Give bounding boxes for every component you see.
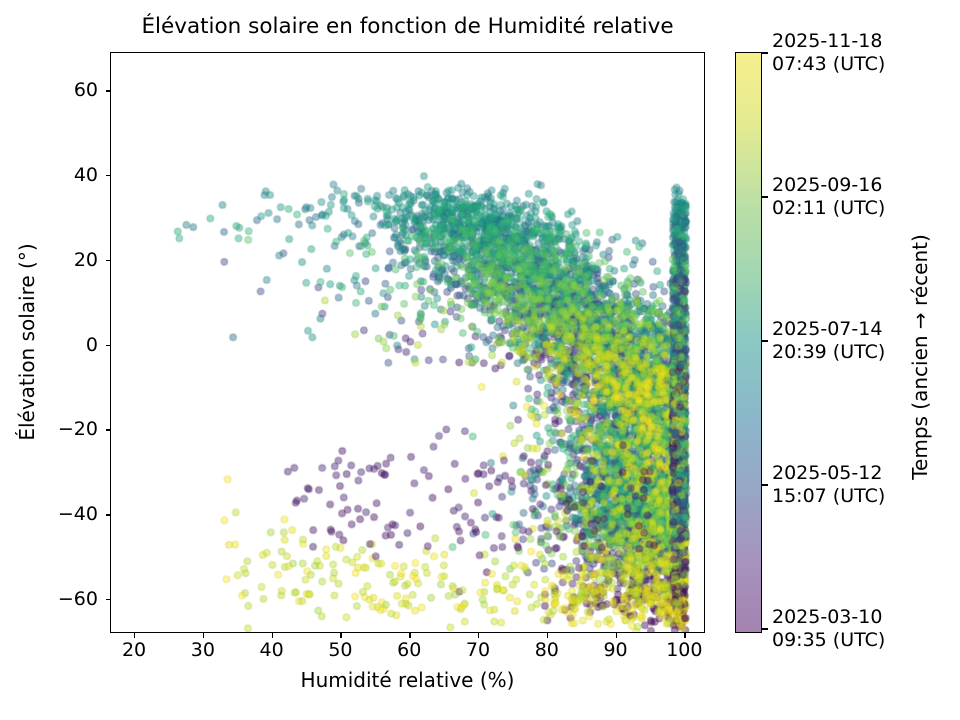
y-tick-label: 0 [85,333,98,356]
y-tick-mark [105,599,110,601]
y-tick-label: −60 [57,588,98,611]
x-tick-mark [271,633,274,638]
x-tick-mark [202,633,205,638]
colorbar-tick-mark [762,52,768,54]
x-tick-mark [409,633,411,638]
colorbar-tick-label: 2025-09-16 02:11 (UTC) [772,174,886,220]
colorbar-tick-label: 2025-03-10 09:35 (UTC) [772,606,886,652]
x-tick-mark [134,633,136,638]
colorbar [735,52,762,633]
x-tick-label: 70 [465,639,491,661]
colorbar-tick-mark [762,196,768,198]
y-tick-label: 20 [73,248,98,271]
colorbar-tick-mark [762,628,768,631]
colorbar-tick-mark [762,484,768,487]
x-tick-mark [340,633,342,638]
y-tick-mark [105,259,110,262]
x-tick-label: 100 [666,639,703,661]
x-tick-label: 60 [397,639,422,661]
colorbar-tick-label: 2025-11-18 07:43 (UTC) [772,30,886,75]
y-tick-mark [105,90,110,92]
y-tick-label: 60 [73,79,98,102]
y-tick-mark [105,514,110,516]
x-tick-label: 90 [603,639,628,661]
colorbar-tick-label: 2025-07-14 20:39 (UTC) [772,318,886,364]
x-tick-label: 40 [259,639,284,661]
colorbar-tick-label: 2025-05-12 15:07 (UTC) [772,462,886,508]
y-tick-label: −40 [57,503,98,526]
x-tick-label: 30 [190,639,215,661]
x-tick-mark [615,633,617,638]
y-axis-label: Élévation solaire (°) [15,243,39,441]
scatter-points-layer [111,53,704,632]
x-tick-label: 50 [328,639,353,661]
x-tick-label: 20 [121,639,147,661]
y-tick-mark [105,429,110,431]
y-tick-mark [105,174,110,177]
y-tick-mark [105,344,110,346]
colorbar-label: Temps (ancien → récent) [908,234,932,480]
x-tick-mark [684,633,686,638]
x-tick-mark [546,633,549,638]
y-tick-label: −20 [57,418,98,441]
colorbar-gradient [736,53,761,632]
y-tick-label: 40 [73,163,98,186]
x-axis-label: Humidité relative (%) [300,668,515,692]
x-tick-mark [478,633,480,638]
plot-area [110,52,705,633]
page-title: Élévation solaire en fonction de Humidit… [141,14,674,39]
colorbar-tick-mark [762,340,768,342]
x-tick-label: 80 [534,639,559,661]
